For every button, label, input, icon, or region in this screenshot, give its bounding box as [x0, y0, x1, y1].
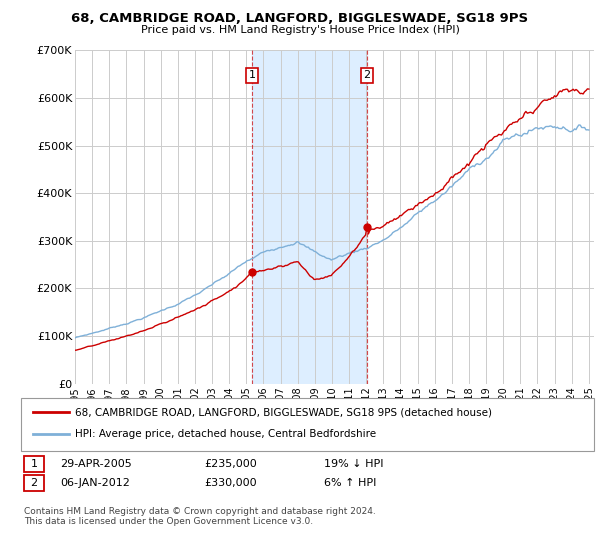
Text: 1: 1 — [248, 71, 256, 81]
Text: 2: 2 — [364, 71, 370, 81]
Text: HPI: Average price, detached house, Central Bedfordshire: HPI: Average price, detached house, Cent… — [75, 429, 376, 439]
Text: 68, CAMBRIDGE ROAD, LANGFORD, BIGGLESWADE, SG18 9PS (detached house): 68, CAMBRIDGE ROAD, LANGFORD, BIGGLESWAD… — [75, 408, 492, 418]
Text: 06-JAN-2012: 06-JAN-2012 — [60, 478, 130, 488]
Text: £330,000: £330,000 — [204, 478, 257, 488]
Text: Price paid vs. HM Land Registry's House Price Index (HPI): Price paid vs. HM Land Registry's House … — [140, 25, 460, 35]
Text: £235,000: £235,000 — [204, 459, 257, 469]
Text: 19% ↓ HPI: 19% ↓ HPI — [324, 459, 383, 469]
Text: 2: 2 — [31, 478, 37, 488]
Text: 6% ↑ HPI: 6% ↑ HPI — [324, 478, 376, 488]
Text: Contains HM Land Registry data © Crown copyright and database right 2024.
This d: Contains HM Land Registry data © Crown c… — [24, 507, 376, 526]
Bar — [252, 50, 367, 384]
Text: 68, CAMBRIDGE ROAD, LANGFORD, BIGGLESWADE, SG18 9PS: 68, CAMBRIDGE ROAD, LANGFORD, BIGGLESWAD… — [71, 12, 529, 25]
Text: 1: 1 — [31, 459, 37, 469]
Text: 29-APR-2005: 29-APR-2005 — [60, 459, 132, 469]
